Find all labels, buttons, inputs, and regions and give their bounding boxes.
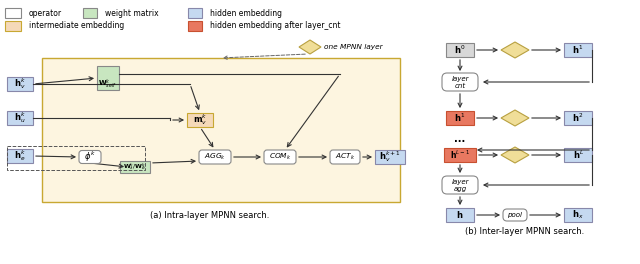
Polygon shape (501, 42, 529, 58)
Text: $\mathbf{h}^L$: $\mathbf{h}^L$ (573, 149, 584, 161)
FancyBboxPatch shape (330, 150, 360, 164)
Text: $\mathbf{h}^2$: $\mathbf{h}^2$ (572, 112, 584, 124)
Text: intermediate embedding: intermediate embedding (29, 21, 124, 31)
Text: $\phi^k$: $\phi^k$ (84, 150, 96, 164)
Bar (7, 146, 145, 170)
Text: $\mathbf{h}^0$: $\mathbf{h}^0$ (454, 44, 466, 56)
Polygon shape (501, 110, 529, 126)
Bar (7, 111, 33, 125)
Text: ...: ... (454, 134, 466, 144)
Text: $\mathbf{h}_v^{k+1}$: $\mathbf{h}_v^{k+1}$ (379, 149, 401, 164)
Bar (446, 111, 474, 125)
Bar (446, 208, 474, 222)
Bar (42, 58, 400, 202)
Bar (7, 149, 33, 163)
Bar (97, 66, 119, 90)
FancyBboxPatch shape (79, 150, 101, 163)
Text: (a) Intra-layer MPNN search.: (a) Intra-layer MPNN search. (150, 210, 269, 219)
Text: one MPNN layer: one MPNN layer (324, 44, 383, 50)
Text: hidden embedding: hidden embedding (210, 8, 282, 17)
Text: operator: operator (29, 8, 62, 17)
Text: $COM_k$: $COM_k$ (269, 152, 291, 162)
Text: pool: pool (508, 212, 522, 218)
Text: $\mathbf{W}_{self}^k$: $\mathbf{W}_{self}^k$ (99, 77, 118, 91)
Bar (5, 21, 21, 31)
Bar (120, 161, 150, 173)
Text: $AGG_k$: $AGG_k$ (204, 152, 226, 162)
Bar (564, 148, 592, 162)
FancyBboxPatch shape (503, 209, 527, 221)
FancyBboxPatch shape (199, 150, 231, 164)
Text: $\mathbf{h}_u^k$: $\mathbf{h}_u^k$ (14, 111, 26, 125)
Text: $\mathbf{h}^1$: $\mathbf{h}^1$ (572, 44, 584, 56)
Bar (564, 111, 592, 125)
Text: layer: layer (451, 76, 468, 82)
Text: $\mathbf{h}_e^k$: $\mathbf{h}_e^k$ (14, 149, 26, 163)
Bar (5, 8, 21, 18)
Text: agg: agg (453, 186, 467, 192)
Text: $\mathbf{h}_v^k$: $\mathbf{h}_v^k$ (14, 77, 26, 91)
FancyBboxPatch shape (264, 150, 296, 164)
Bar (188, 21, 202, 31)
Text: $\mathbf{m}_v^k$: $\mathbf{m}_v^k$ (193, 112, 207, 128)
Bar (83, 8, 97, 18)
Text: $\mathbf{h}$: $\mathbf{h}$ (456, 210, 464, 220)
Text: cnt: cnt (454, 83, 465, 89)
Text: $\mathbf{h}^{L-1}$: $\mathbf{h}^{L-1}$ (450, 149, 470, 161)
Bar (444, 148, 476, 162)
Text: $\mathbf{h}_x$: $\mathbf{h}_x$ (572, 209, 584, 221)
Polygon shape (501, 147, 529, 163)
FancyBboxPatch shape (442, 176, 478, 194)
Bar (188, 8, 202, 18)
Text: $ACT_k$: $ACT_k$ (335, 152, 355, 162)
Text: $\mathbf{h}^1$: $\mathbf{h}^1$ (454, 112, 465, 124)
Bar (446, 43, 474, 57)
FancyBboxPatch shape (442, 73, 478, 91)
Text: layer: layer (451, 179, 468, 185)
Bar (564, 208, 592, 222)
Text: weight matrix: weight matrix (105, 8, 159, 17)
Bar (187, 113, 213, 127)
Bar (375, 150, 405, 164)
Bar (564, 43, 592, 57)
Text: $\mathbf{W}_\lambda^k/\mathbf{W}_\delta^k$: $\mathbf{W}_\lambda^k/\mathbf{W}_\delta^… (124, 162, 147, 172)
Polygon shape (299, 40, 321, 54)
Text: hidden embedding after layer_cnt: hidden embedding after layer_cnt (210, 21, 340, 31)
Bar (7, 77, 33, 91)
Text: (b) Inter-layer MPNN search.: (b) Inter-layer MPNN search. (465, 228, 584, 237)
